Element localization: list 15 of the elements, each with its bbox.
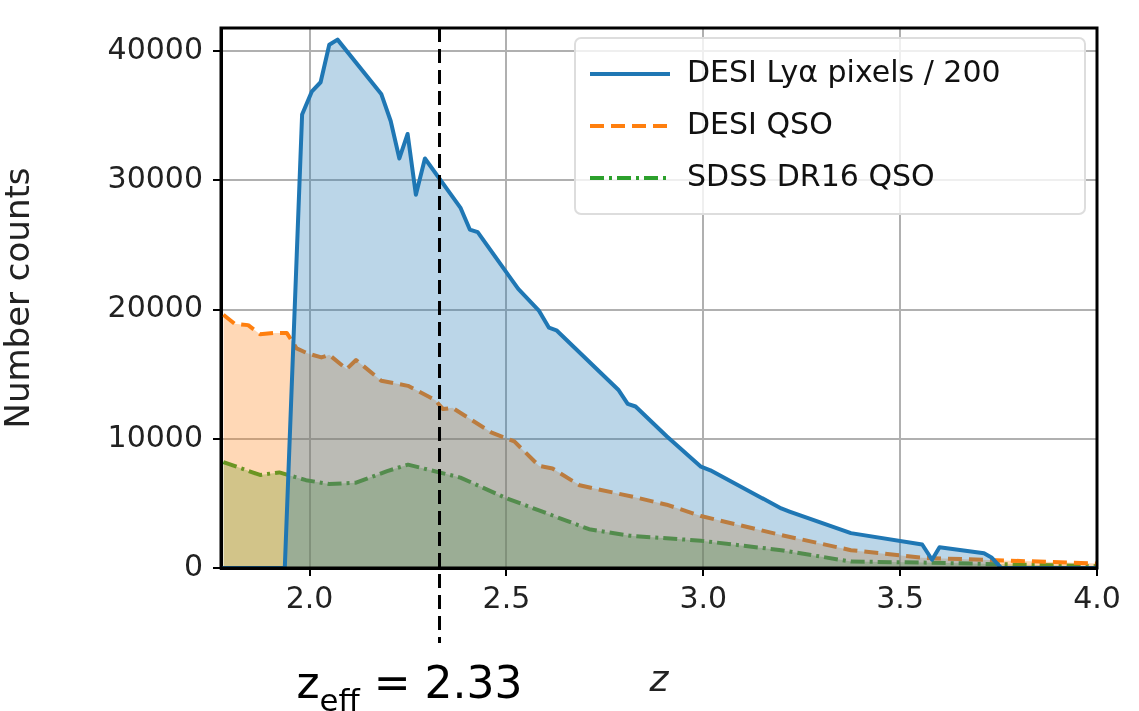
legend-label: SDSS DR16 QSO [687, 157, 935, 193]
legend-label: DESI QSO [687, 105, 833, 141]
y-tick-label: 40000 [107, 31, 203, 67]
y-tick-label: 30000 [107, 160, 203, 196]
legend-label: DESI Lyα pixels / 200 [687, 53, 1001, 89]
x-tick-label: 4.0 [1073, 579, 1121, 615]
x-tick-label: 2.0 [285, 579, 334, 615]
y-axis-title: Number counts [0, 167, 38, 429]
y-tick-label: 20000 [107, 289, 203, 325]
x-axis-title: z [648, 657, 670, 699]
x-tick-label: 3.0 [679, 579, 728, 615]
x-tick-label: 3.5 [876, 579, 925, 615]
y-tick-label: 0 [183, 547, 203, 583]
y-tick-label: 10000 [107, 418, 203, 454]
x-tick-label: 2.5 [482, 579, 531, 615]
